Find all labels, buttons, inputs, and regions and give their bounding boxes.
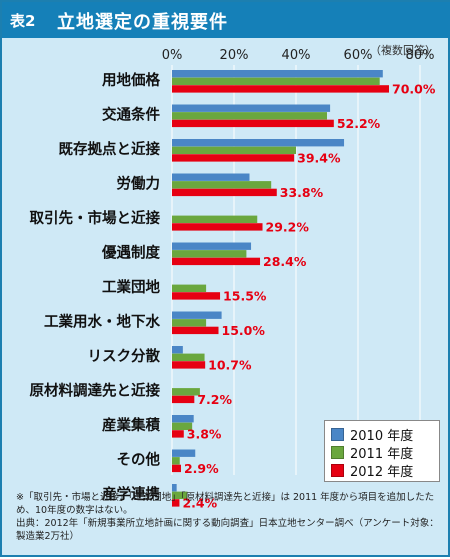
legend-swatch <box>331 445 344 459</box>
value-label: 15.5% <box>223 289 267 304</box>
bar-2010 <box>172 311 222 319</box>
category-label: 原材料調達先と近接 <box>30 382 161 400</box>
legend: 2010 年度 2011 年度 2012 年度 <box>324 420 440 482</box>
category-label: 既存拠点と近接 <box>59 140 161 158</box>
category-label: その他 <box>117 451 161 469</box>
bar-2012 <box>172 430 184 438</box>
bar-2011 <box>172 181 272 189</box>
bar-2011 <box>172 250 247 258</box>
bar-2012 <box>172 154 295 162</box>
bar-2012 <box>172 119 334 128</box>
category-label: 産学連携 <box>102 485 160 503</box>
legend-label: 2012 年度 <box>350 464 414 480</box>
bar-2012 <box>172 361 206 369</box>
legend-label: 2011 年度 <box>350 446 414 462</box>
value-label: 70.0% <box>392 82 436 97</box>
bar-2011 <box>172 146 296 154</box>
bar-2010 <box>172 173 250 181</box>
value-label: 10.7% <box>208 358 252 373</box>
bar-2010 <box>172 70 383 78</box>
category-label: 工業団地 <box>102 278 160 296</box>
category-label: 工業用水・地下水 <box>44 313 160 331</box>
value-label: 3.8% <box>187 427 222 442</box>
bar-2011 <box>172 388 200 396</box>
x-tick-label: 20% <box>220 48 249 63</box>
multiple-answer-note: （複数回答） <box>370 44 436 57</box>
legend-label: 2010 年度 <box>350 428 414 444</box>
bar-2011 <box>172 215 258 223</box>
bar-2012 <box>172 223 263 231</box>
legend-swatch <box>331 463 344 477</box>
chart-title: 立地選定の重視要件 <box>57 12 228 33</box>
bar-2012 <box>172 292 221 300</box>
bar-2011 <box>172 353 205 361</box>
category-label: 交通条件 <box>102 106 160 124</box>
value-label: 33.8% <box>280 185 324 200</box>
bar-2012 <box>172 395 195 404</box>
bar-2010 <box>172 484 177 492</box>
category-label: 取引先・市場と近接 <box>30 209 161 227</box>
category-label: 産業集積 <box>102 416 160 434</box>
value-label: 29.2% <box>266 220 310 235</box>
bar-2010 <box>172 346 183 354</box>
legend-item-y2010: 2010 年度 <box>331 425 433 444</box>
bar-2012 <box>172 499 180 507</box>
category-label: リスク分散 <box>88 347 161 365</box>
category-label: 労働力 <box>117 175 161 193</box>
table-number: 表2 <box>10 12 36 30</box>
bar-2012 <box>172 326 219 335</box>
category-label: 優遇制度 <box>101 244 160 262</box>
bar-2010 <box>172 139 345 147</box>
category-label: 用地価格 <box>102 71 160 89</box>
legend-item-y2011: 2011 年度 <box>331 443 433 462</box>
value-label: 39.4% <box>297 151 341 166</box>
legend-swatch <box>331 427 344 441</box>
bar-2011 <box>172 491 188 499</box>
bar-2011 <box>172 77 380 85</box>
x-tick-label: 40% <box>282 48 311 63</box>
value-label: 2.9% <box>184 461 219 476</box>
value-label: 7.2% <box>197 392 232 407</box>
bar-2010 <box>172 242 252 250</box>
footnote-note: ※「取引先・市場と近接」「工業団地」「原材料調達先と近接」は 2011 年度から… <box>16 492 435 516</box>
bar-2012 <box>172 85 389 93</box>
value-label: 15.0% <box>222 323 266 338</box>
legend-item-y2012: 2012 年度 <box>331 461 433 480</box>
value-label: 52.2% <box>337 116 381 131</box>
value-label: 28.4% <box>263 254 307 269</box>
x-tick-label: 60% <box>344 48 373 63</box>
bar-2012 <box>172 188 277 197</box>
bar-2010 <box>172 104 331 112</box>
x-tick-label: 0% <box>162 48 183 63</box>
bar-2012 <box>172 464 181 473</box>
bar-2012 <box>172 257 261 266</box>
bar-2010 <box>172 449 196 457</box>
bar-2011 <box>172 319 207 327</box>
bar-2011 <box>172 457 180 465</box>
footnote: ※「取引先・市場と近接」「工業団地」「原材料調達先と近接」は 2011 年度から… <box>16 491 442 543</box>
bar-2011 <box>172 422 193 430</box>
bar-2010 <box>172 415 194 423</box>
footnote-source: 出典：2012年「新規事業所立地計画に関する動向調査」日本立地センター調べ（アン… <box>16 518 439 542</box>
header-bar: 表2 立地選定の重視要件 <box>2 2 450 38</box>
bar-2011 <box>172 112 327 120</box>
value-label: 2.4% <box>182 496 217 511</box>
bar-2011 <box>172 284 207 292</box>
x-tick-label: 80% <box>406 48 435 63</box>
